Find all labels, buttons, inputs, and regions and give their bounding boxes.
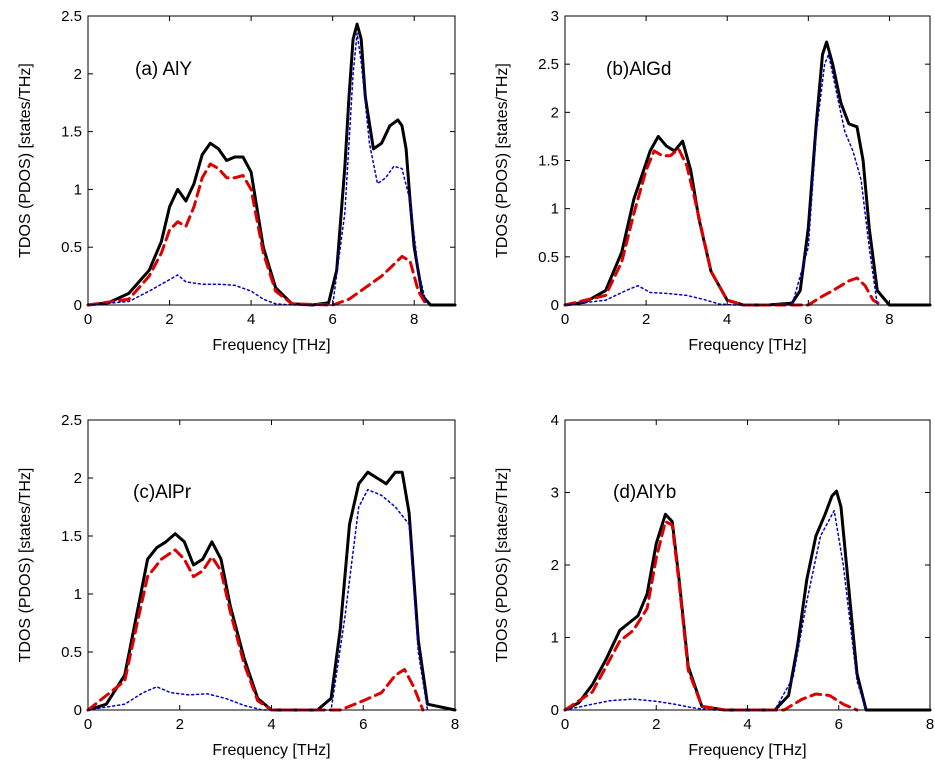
x-axis-label: Frequency [THz] — [688, 337, 806, 354]
y-tick-label: 1.5 — [61, 124, 82, 141]
panel-title: (a) AlY — [135, 59, 192, 80]
y-tick-label: 0 — [74, 702, 82, 719]
y-axis-label: TDOS (PDOS) [states/THz] — [17, 63, 34, 258]
y-tick-label: 1 — [74, 586, 82, 603]
y-tick-label: 1 — [551, 630, 559, 647]
x-tick-label: 4 — [247, 311, 255, 328]
x-tick-label: 0 — [561, 716, 569, 733]
y-tick-label: 2.5 — [538, 56, 559, 73]
x-tick-label: 2 — [642, 311, 650, 328]
panel-title: (c)AlPr — [133, 482, 192, 503]
y-tick-label: 2 — [74, 66, 82, 83]
x-tick-label: 2 — [165, 311, 173, 328]
axes-frame — [87, 15, 456, 306]
y-tick-label: 2.5 — [61, 412, 82, 429]
series-dashed-line — [86, 162, 428, 307]
x-tick-label: 6 — [328, 311, 336, 328]
x-tick-label: 6 — [359, 716, 367, 733]
y-tick-label: 0.5 — [61, 239, 82, 256]
x-tick-label: 6 — [835, 716, 843, 733]
series-dashed-line — [86, 548, 425, 712]
series-solid-line — [563, 489, 932, 712]
y-tick-label: 1 — [74, 181, 82, 198]
x-tick-label: 0 — [84, 311, 92, 328]
x-tick-label: 6 — [804, 311, 812, 328]
y-tick-label: 3 — [551, 8, 559, 25]
y-tick-label: 4 — [551, 412, 559, 429]
x-tick-label: 4 — [743, 716, 751, 733]
series-solid-line — [86, 470, 457, 712]
y-axis-label: TDOS (PDOS) [states/THz] — [494, 63, 511, 258]
x-tick-label: 0 — [561, 311, 569, 328]
y-tick-label: 3 — [551, 485, 559, 502]
y-tick-label: 2 — [74, 470, 82, 487]
x-tick-label: 0 — [84, 716, 92, 733]
x-tick-label: 8 — [451, 716, 459, 733]
y-tick-label: 0.5 — [61, 644, 82, 661]
series-dotted-line — [564, 509, 867, 711]
panel-3: 0 2 4 6 8 0 1 2 3 4 Frequency [THz] TDOS (PDOS) [st… — [494, 412, 934, 759]
x-axis-label: Frequency [THz] — [688, 742, 806, 759]
y-tick-label: 2 — [551, 104, 559, 121]
x-tick-label: 8 — [885, 311, 893, 328]
series-dotted-line — [87, 488, 429, 711]
panel-2: 0 2 4 6 8 0 0.5 1 1.5 2 2.5 Frequency [THz] TDOS (PD… — [17, 412, 459, 759]
panel-0: 0 2 4 6 8 0 0.5 1 1.5 2 2.5 Frequency [THz] TDOS (PD… — [17, 8, 457, 354]
series-dotted-line — [87, 32, 428, 306]
y-tick-label: 2 — [551, 557, 559, 574]
y-tick-label: 2.5 — [61, 8, 82, 25]
y-tick-label: 1 — [551, 201, 559, 218]
series-dashed-line — [563, 520, 859, 712]
y-tick-label: 0 — [551, 702, 559, 719]
x-axis-label: Frequency [THz] — [212, 337, 330, 354]
x-tick-label: 4 — [723, 311, 731, 328]
series-dashed-line — [563, 147, 883, 307]
x-tick-label: 4 — [267, 716, 275, 733]
x-tick-label: 2 — [176, 716, 184, 733]
y-tick-label: 0 — [551, 297, 559, 314]
x-tick-label: 8 — [410, 311, 418, 328]
y-axis-label: TDOS (PDOS) [states/THz] — [494, 468, 511, 663]
axes-frame — [87, 419, 456, 711]
axes-frame — [564, 419, 931, 711]
x-tick-label: 2 — [652, 716, 660, 733]
panel-title: (d)AlYb — [613, 482, 676, 503]
x-axis-label: Frequency [THz] — [212, 742, 330, 759]
y-axis-label: TDOS (PDOS) [states/THz] — [17, 468, 34, 663]
y-tick-label: 1.5 — [61, 528, 82, 545]
panel-title: (b)AlGd — [606, 59, 671, 80]
y-tick-label: 1.5 — [538, 153, 559, 170]
panel-1: 0 2 4 6 8 0 0.5 1 1.5 2 2.5 3 Frequency [THz] TDOS (P… — [494, 8, 932, 354]
x-tick-label: 8 — [926, 716, 934, 733]
y-tick-label: 0 — [74, 297, 82, 314]
y-tick-label: 0.5 — [538, 249, 559, 266]
series-dotted-line — [564, 53, 879, 306]
